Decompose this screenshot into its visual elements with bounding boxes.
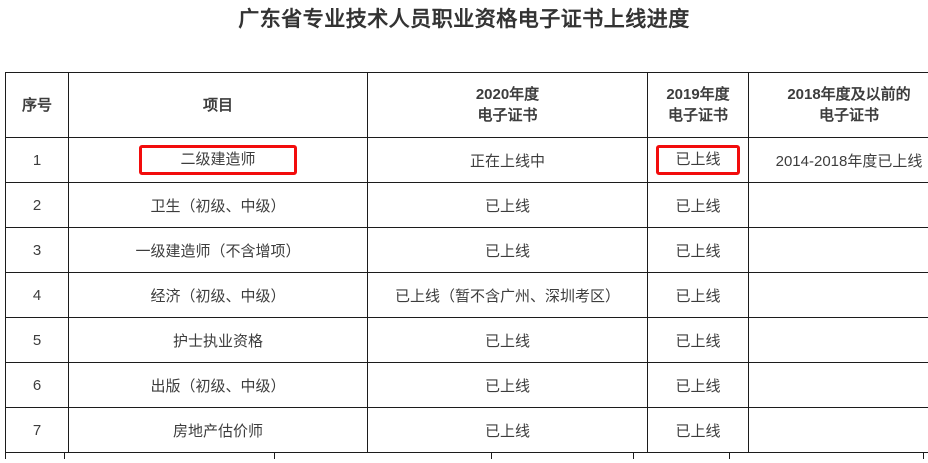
cell-no: 7 <box>5 407 69 453</box>
cell-2018 <box>748 407 928 453</box>
cell-project: 卫生（初级、中级） <box>68 182 368 228</box>
col-header-2020: 2020年度 电子证书 <box>367 72 648 138</box>
col-header-2019-line2: 电子证书 <box>667 107 728 124</box>
table-row: 7 房地产估价师 已上线 已上线 <box>5 407 928 453</box>
cell-2018 <box>748 227 928 273</box>
cell-project: 护士执业资格 <box>68 317 368 363</box>
cell-project: 一级建造师（不含增项） <box>68 227 368 273</box>
cell-2019: 已上线 <box>647 317 749 363</box>
cell-no: 5 <box>5 317 69 363</box>
cell-2018 <box>748 317 928 363</box>
table-border-line <box>64 453 65 459</box>
cell-project-text: 二级建造师 <box>180 151 256 168</box>
cell-2020: 已上线 <box>367 182 648 228</box>
table-border-line <box>274 453 275 459</box>
cell-no: 1 <box>5 137 69 183</box>
col-header-2020-line1: 2020年度 <box>475 86 540 103</box>
cell-2019: 已上线 <box>647 227 749 273</box>
cell-2018 <box>748 272 928 318</box>
table-border-line <box>729 453 730 459</box>
col-header-2019-line1: 2019年度 <box>666 86 730 103</box>
cell-2018: 2014-2018年度已上线 <box>748 137 928 183</box>
cell-no: 6 <box>5 362 69 408</box>
table-row: 6 出版（初级、中级） 已上线 已上线 <box>5 362 928 408</box>
cell-2019: 已上线 <box>647 272 749 318</box>
table-border-line <box>491 453 492 459</box>
cell-2018 <box>748 362 928 408</box>
col-header-2020-line2: 电子证书 <box>477 107 538 124</box>
cell-2019: 已上线 <box>647 407 749 453</box>
cell-2018 <box>748 182 928 228</box>
page-title: 广东省专业技术人员职业资格电子证书上线进度 <box>238 8 690 31</box>
certificate-progress-table: 序号 项目 2020年度 电子证书 2019年度 电子证书 2018年度及以前的… <box>5 72 928 453</box>
cell-2019: 已上线 <box>647 362 749 408</box>
cell-project: 出版（初级、中级） <box>68 362 368 408</box>
highlight-box-2019: 已上线 <box>656 145 740 175</box>
cell-2020: 已上线 <box>367 317 648 363</box>
table-row: 4 经济（初级、中级） 已上线（暂不含广州、深圳考区） 已上线 <box>5 272 928 318</box>
table-row: 5 护士执业资格 已上线 已上线 <box>5 317 928 363</box>
table-row: 3 一级建造师（不含增项） 已上线 已上线 <box>5 227 928 273</box>
col-header-2019: 2019年度 电子证书 <box>647 72 749 138</box>
cell-project: 房地产估价师 <box>68 407 368 453</box>
clipped-next-table-row <box>5 453 924 459</box>
header-row: 序号 项目 2020年度 电子证书 2019年度 电子证书 2018年度及以前的… <box>5 72 928 138</box>
table-row: 1 二级建造师 正在上线中 已上线 2014-2018年度已上线 <box>5 137 928 183</box>
cell-project: 经济（初级、中级） <box>68 272 368 318</box>
cell-no: 2 <box>5 182 69 228</box>
col-header-2018-line2: 电子证书 <box>818 107 879 124</box>
col-header-no: 序号 <box>5 72 69 138</box>
cell-2019-text: 已上线 <box>675 151 721 168</box>
cell-2020: 已上线 <box>367 362 648 408</box>
col-header-2018: 2018年度及以前的 电子证书 <box>748 72 928 138</box>
cell-2020: 已上线（暂不含广州、深圳考区） <box>367 272 648 318</box>
cell-project: 二级建造师 <box>68 137 368 183</box>
table-border-line <box>633 453 634 459</box>
col-header-2018-line1: 2018年度及以前的 <box>787 86 911 103</box>
cell-2020: 已上线 <box>367 407 648 453</box>
table-body: 1 二级建造师 正在上线中 已上线 2014-2018年度已上线 2 卫生（初级… <box>5 137 928 453</box>
cell-2020: 已上线 <box>367 227 648 273</box>
cell-no: 3 <box>5 227 69 273</box>
cell-2019: 已上线 <box>647 182 749 228</box>
cell-2020: 正在上线中 <box>367 137 648 183</box>
highlight-box-project: 二级建造师 <box>139 145 297 175</box>
cell-2019: 已上线 <box>647 137 749 183</box>
cell-no: 4 <box>5 272 69 318</box>
col-header-project: 项目 <box>68 72 368 138</box>
table-header: 序号 项目 2020年度 电子证书 2019年度 电子证书 2018年度及以前的… <box>5 72 928 138</box>
table-row: 2 卫生（初级、中级） 已上线 已上线 <box>5 182 928 228</box>
